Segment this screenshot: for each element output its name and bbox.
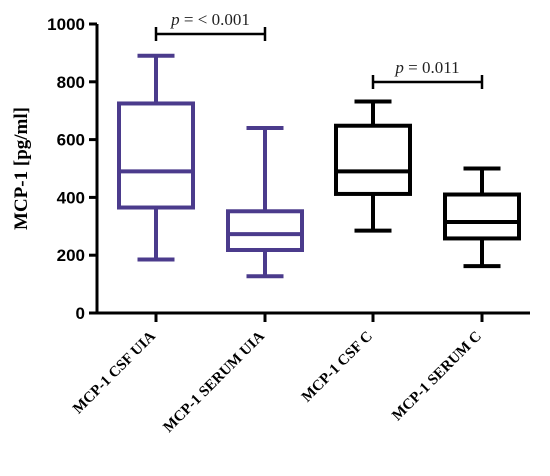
p-value: = < 0.001 [180,10,250,29]
box-2 [226,126,304,279]
boxes [117,53,521,279]
y-tick-label: 400 [57,188,85,207]
iqr-box [443,192,521,241]
y-tick-label: 0 [76,304,85,323]
significance-bracket-1: p = < 0.001 [154,10,267,41]
x-category-label: MCP-1 CSF UIA [70,328,159,417]
p-symbol: p [170,10,180,29]
y-tick-label: 800 [57,73,85,92]
iqr-box [117,101,195,210]
p-symbol: p [394,58,404,77]
box-1 [117,53,195,262]
box-3 [334,99,412,233]
x-category-label: MCP-1 SERUM UIA [160,328,267,435]
box-4 [443,166,521,269]
p-value-label: p = 0.011 [394,58,459,77]
y-tick-label: 1000 [47,15,85,34]
p-value: = 0.011 [404,58,460,77]
p-value-label: p = < 0.001 [170,10,250,29]
y-axis-title: MCP-1 [pg/ml] [11,107,32,230]
x-category-label: MCP-1 CSF C [299,329,376,406]
significance-bracket-2: p = 0.011 [371,58,484,89]
y-tick-label: 600 [57,131,85,150]
x-category-label: MCP-1 SERUM C [389,329,485,425]
y-tick-label: 200 [57,246,85,265]
iqr-box [226,209,304,252]
iqr-box [334,123,412,196]
